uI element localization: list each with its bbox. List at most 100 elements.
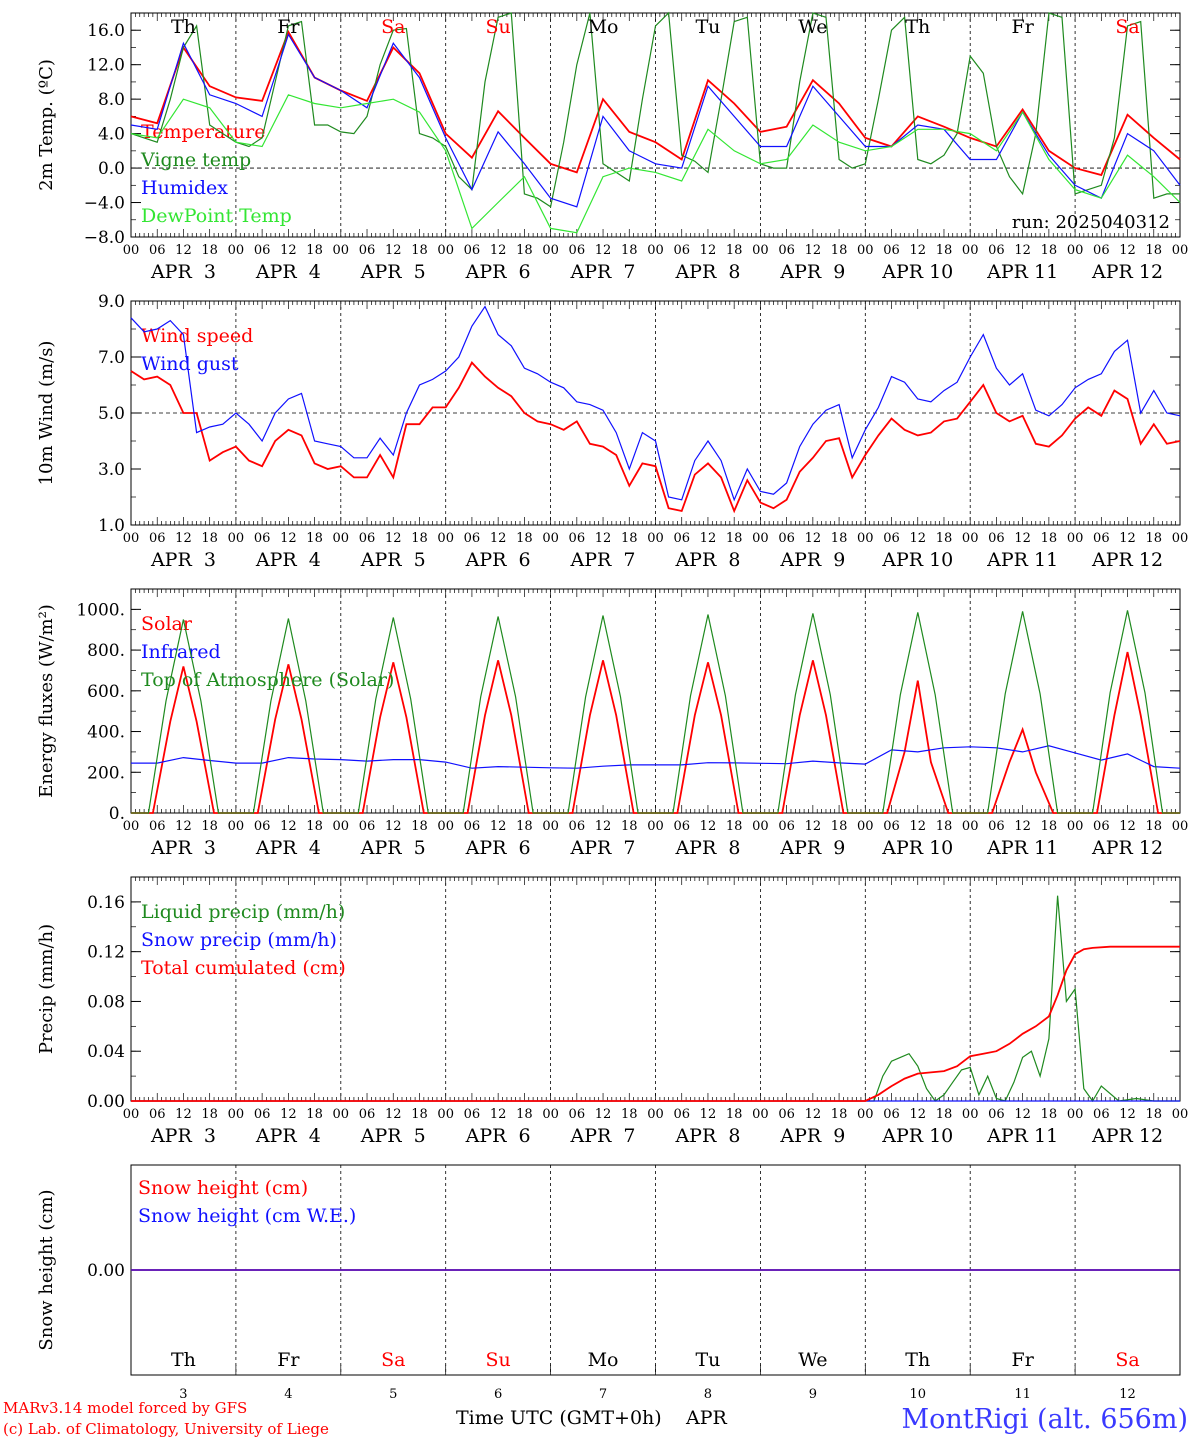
y-tick-label: 0.0 bbox=[98, 159, 125, 179]
hour-label: 18 bbox=[411, 819, 428, 834]
hour-label: 18 bbox=[201, 1107, 218, 1122]
date-label: APR 12 bbox=[1091, 261, 1163, 283]
date-label: APR 3 bbox=[150, 1125, 216, 1147]
panel-frame bbox=[130, 588, 1181, 814]
date-label: APR 6 bbox=[465, 1125, 531, 1147]
y-tick-label: 0.00 bbox=[87, 1092, 125, 1112]
hour-label: 18 bbox=[1146, 243, 1163, 258]
hour-label: 12 bbox=[805, 243, 822, 258]
date-label: APR 6 bbox=[465, 837, 531, 859]
weekday-label: Tu bbox=[695, 16, 720, 38]
series-line-infrared bbox=[131, 745, 1181, 769]
hour-label: 06 bbox=[988, 1107, 1005, 1122]
weekday-label: Mo bbox=[588, 16, 619, 38]
hour-label: 00 bbox=[752, 819, 769, 834]
run-annotation: run: 2025040312 bbox=[1012, 212, 1170, 233]
day-number-label: 10 bbox=[909, 1387, 926, 1402]
hour-label: 06 bbox=[464, 819, 481, 834]
hour-label: 12 bbox=[1014, 1107, 1031, 1122]
hour-label: 00 bbox=[647, 531, 664, 546]
hour-label: 00 bbox=[962, 819, 979, 834]
hour-label: 00 bbox=[962, 1107, 979, 1122]
hour-label: 18 bbox=[516, 243, 533, 258]
date-label: APR 9 bbox=[779, 837, 845, 859]
hour-label: 18 bbox=[621, 819, 638, 834]
date-label: APR 7 bbox=[570, 549, 636, 571]
hour-label: 00 bbox=[962, 243, 979, 258]
hour-label: 00 bbox=[123, 531, 140, 546]
hour-label: 06 bbox=[359, 531, 376, 546]
y-tick-label: 16.0 bbox=[87, 21, 125, 41]
date-label: APR 12 bbox=[1091, 549, 1163, 571]
date-label: APR 8 bbox=[674, 549, 740, 571]
hour-label: 18 bbox=[726, 1107, 743, 1122]
y-axis-label: Snow height (cm) bbox=[36, 1189, 57, 1350]
hour-label: 18 bbox=[936, 243, 953, 258]
weekday-label: Su bbox=[486, 16, 511, 38]
x-axis-label: Time UTC (GMT+0h) bbox=[456, 1407, 662, 1429]
series-line-humidex bbox=[130, 33, 1181, 208]
hour-label: 12 bbox=[490, 819, 507, 834]
date-label: APR 11 bbox=[986, 1125, 1058, 1147]
hour-label: 00 bbox=[752, 243, 769, 258]
hour-label: 00 bbox=[647, 243, 664, 258]
date-label: APR 10 bbox=[881, 837, 953, 859]
day-number-label: 4 bbox=[284, 1387, 292, 1402]
hour-label: 18 bbox=[1146, 1107, 1163, 1122]
hour-label: 06 bbox=[149, 1107, 166, 1122]
weekday-label: Mo bbox=[588, 1349, 619, 1371]
series-line-wind-gust bbox=[130, 305, 1181, 502]
hour-label: 06 bbox=[778, 531, 795, 546]
date-label: APR 12 bbox=[1091, 1125, 1163, 1147]
hour-label: 06 bbox=[883, 243, 900, 258]
date-label: APR 12 bbox=[1091, 837, 1163, 859]
hour-label: 06 bbox=[254, 819, 271, 834]
hour-label: 06 bbox=[1093, 531, 1110, 546]
hour-label: 06 bbox=[673, 1107, 690, 1122]
hour-label: 00 bbox=[123, 819, 140, 834]
hour-label: 00 bbox=[1067, 1107, 1084, 1122]
hour-label: 12 bbox=[805, 531, 822, 546]
hour-label: 06 bbox=[883, 531, 900, 546]
hour-label: 12 bbox=[280, 531, 297, 546]
panel-frame bbox=[130, 12, 1181, 238]
y-axis-label: Energy fluxes (W/m²) bbox=[36, 604, 57, 798]
hour-label: 06 bbox=[149, 819, 166, 834]
hour-label: 00 bbox=[542, 531, 559, 546]
day-number-label: 11 bbox=[1014, 1387, 1031, 1402]
hour-label: 18 bbox=[621, 1107, 638, 1122]
hour-label: 00 bbox=[1172, 819, 1189, 834]
weekday-label: Sa bbox=[1115, 16, 1139, 38]
hour-label: 00 bbox=[542, 819, 559, 834]
hour-label: 12 bbox=[700, 1107, 717, 1122]
weekday-label: Th bbox=[171, 16, 196, 38]
date-label: APR 3 bbox=[150, 837, 216, 859]
series-line-top-of-atmosphere-solar bbox=[131, 610, 1180, 814]
date-label: APR 4 bbox=[255, 837, 321, 859]
hour-label: 12 bbox=[909, 819, 926, 834]
date-label: APR 7 bbox=[570, 837, 636, 859]
hour-label: 06 bbox=[569, 819, 586, 834]
hour-label: 12 bbox=[280, 1107, 297, 1122]
hour-label: 12 bbox=[1119, 819, 1136, 834]
y-axis-label: 2m Temp. (ºC) bbox=[36, 59, 57, 191]
hour-label: 00 bbox=[857, 531, 874, 546]
hour-label: 12 bbox=[1014, 819, 1031, 834]
hour-label: 12 bbox=[805, 1107, 822, 1122]
hour-label: 18 bbox=[1146, 819, 1163, 834]
y-tick-label: 3.0 bbox=[98, 460, 125, 480]
weekday-label: Sa bbox=[381, 16, 405, 38]
hour-label: 18 bbox=[831, 819, 848, 834]
y-tick-label: 8.0 bbox=[98, 90, 125, 110]
series-line-total-cumulated-cm bbox=[131, 945, 1180, 1102]
day-number-label: 7 bbox=[599, 1387, 607, 1402]
day-number-label: 9 bbox=[809, 1387, 817, 1402]
legend-entry: Liquid precip (mm/h) bbox=[141, 901, 345, 923]
hour-label: 18 bbox=[201, 819, 218, 834]
hour-label: 12 bbox=[595, 1107, 612, 1122]
weekday-label: Sa bbox=[1115, 1349, 1139, 1371]
hour-label: 00 bbox=[542, 243, 559, 258]
hour-label: 18 bbox=[1041, 243, 1058, 258]
y-axis-label: Precip (mm/h) bbox=[36, 924, 57, 1054]
hour-label: 12 bbox=[385, 531, 402, 546]
